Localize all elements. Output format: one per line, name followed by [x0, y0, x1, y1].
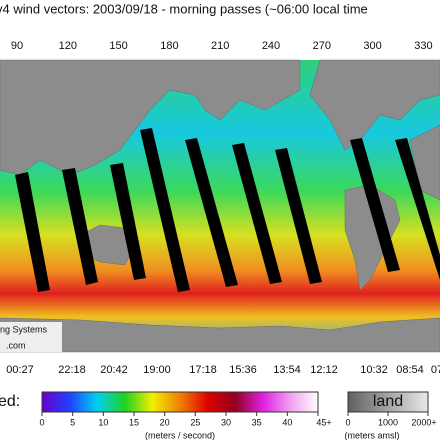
- speed-tick-label: 35: [252, 417, 262, 427]
- land-tick-label: 2000+: [411, 417, 436, 427]
- credit-box: [0, 322, 62, 352]
- longitude-label: 240: [262, 40, 280, 52]
- longitude-axis: 90 120 150 180 210 240 270 300 330: [11, 40, 433, 52]
- land-units: (meters amsl): [344, 430, 399, 440]
- land: [0, 59, 440, 353]
- pass-time-label: 20:42: [100, 364, 128, 376]
- pass-time-label: 07: [431, 364, 440, 376]
- speed-tick-label: 20: [160, 417, 170, 427]
- speed-tick-label: 40: [282, 417, 292, 427]
- longitude-label: 120: [59, 40, 77, 52]
- speed-tick-label: 10: [98, 417, 108, 427]
- legend-ticks: 0 5 10 15 20 25 30 35 40 45+ 0 1000 2000+: [39, 412, 437, 427]
- pass-time-label: 00:27: [6, 364, 34, 376]
- land-tick-label: 1000: [378, 417, 398, 427]
- speed-tick-label: 15: [129, 417, 139, 427]
- speed-units: (meters / second): [145, 430, 215, 440]
- speed-colorbar: [41, 391, 319, 413]
- land-label: land: [373, 393, 403, 410]
- credit-line: .com: [6, 340, 26, 350]
- title: v4 wind vectors: 2003/09/18 - morning pa…: [0, 1, 368, 16]
- longitude-label: 270: [313, 40, 331, 52]
- pass-time-label: 17:18: [189, 364, 217, 376]
- longitude-label: 90: [11, 40, 23, 52]
- longitude-label: 330: [414, 40, 432, 52]
- longitude-label: 300: [363, 40, 381, 52]
- pass-time-label: 19:00: [143, 364, 171, 376]
- pass-time-label: 10:32: [360, 364, 388, 376]
- data-gaps: [15, 128, 440, 292]
- speed-tick-label: 30: [221, 417, 231, 427]
- speed-tick-label: 0: [39, 417, 44, 427]
- longitude-label: 150: [109, 40, 127, 52]
- pass-time-label: 08:54: [396, 364, 424, 376]
- pass-time-axis: 00:27 22:18 20:42 19:00 17:18 15:36 13:54 12:12…: [6, 364, 440, 376]
- speed-tick-label: 45+: [316, 417, 331, 427]
- pass-time-label: 15:36: [229, 364, 257, 376]
- pass-time-label: 12:12: [310, 364, 338, 376]
- speed-tick-label: 5: [70, 417, 75, 427]
- pass-time-label: 13:54: [273, 364, 301, 376]
- pass-time-label: 22:18: [58, 364, 86, 376]
- speed-label: ed:: [0, 393, 20, 410]
- longitude-label: 180: [160, 40, 178, 52]
- land-tick-label: 0: [345, 417, 350, 427]
- credit-line: ng Systems: [0, 324, 48, 334]
- speed-tick-label: 25: [190, 417, 200, 427]
- longitude-label: 210: [211, 40, 229, 52]
